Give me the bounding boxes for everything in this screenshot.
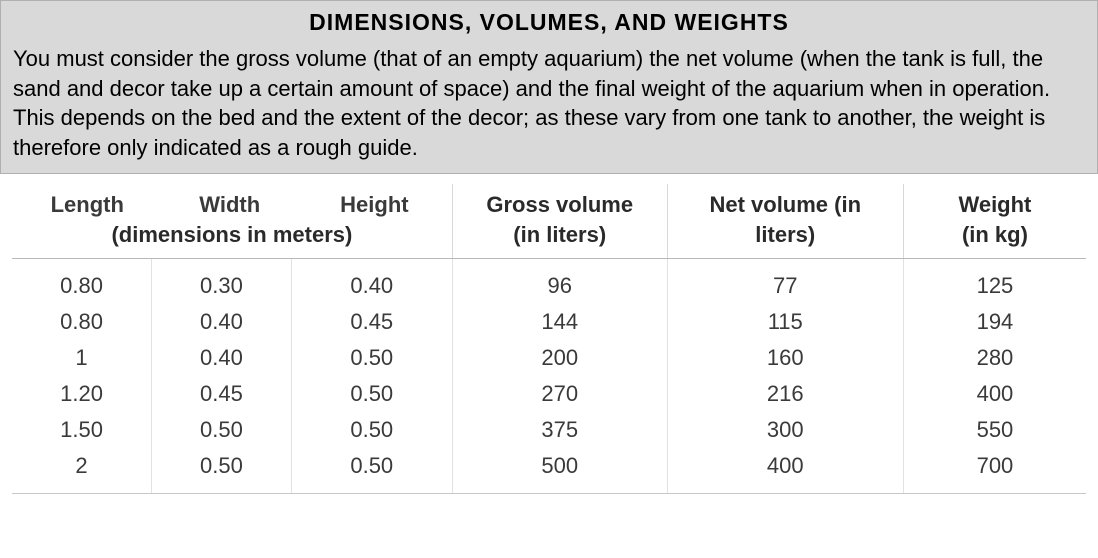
cell-weight: 550 [903, 412, 1086, 448]
table-row: 1 0.40 0.50 200 160 280 [12, 340, 1086, 376]
header-gross: Gross volume (in liters) [452, 184, 667, 259]
dimensions-table: Length Width Height (dimensions in meter… [12, 184, 1086, 494]
header-width: Width [158, 192, 300, 218]
cell-length: 1.20 [12, 376, 152, 412]
cell-length: 0.80 [12, 304, 152, 340]
header-gross-unit: (in liters) [457, 222, 663, 248]
cell-width: 0.40 [152, 304, 292, 340]
cell-width: 0.40 [152, 340, 292, 376]
cell-gross: 144 [452, 304, 667, 340]
cell-net: 400 [667, 448, 903, 494]
cell-net: 115 [667, 304, 903, 340]
cell-width: 0.50 [152, 448, 292, 494]
cell-gross: 270 [452, 376, 667, 412]
table-row: 2 0.50 0.50 500 400 700 [12, 448, 1086, 494]
cell-net: 300 [667, 412, 903, 448]
header-net: Net volume (in liters) [667, 184, 903, 259]
cell-width: 0.45 [152, 376, 292, 412]
table-row: 0.80 0.30 0.40 96 77 125 [12, 258, 1086, 304]
cell-weight: 700 [903, 448, 1086, 494]
header-weight: Weight (in kg) [903, 184, 1086, 259]
cell-height: 0.40 [291, 258, 452, 304]
cell-net: 160 [667, 340, 903, 376]
header-length: Length [16, 192, 158, 218]
header-section: DIMENSIONS, VOLUMES, AND WEIGHTS You mus… [0, 0, 1098, 174]
table-container: Length Width Height (dimensions in meter… [0, 184, 1098, 494]
header-weight-label: Weight [958, 192, 1031, 217]
cell-net: 216 [667, 376, 903, 412]
cell-net: 77 [667, 258, 903, 304]
cell-weight: 400 [903, 376, 1086, 412]
header-dim-unit: (dimensions in meters) [16, 222, 448, 248]
cell-gross: 375 [452, 412, 667, 448]
cell-length: 1 [12, 340, 152, 376]
cell-weight: 194 [903, 304, 1086, 340]
cell-length: 0.80 [12, 258, 152, 304]
cell-gross: 200 [452, 340, 667, 376]
cell-height: 0.45 [291, 304, 452, 340]
document-container: DIMENSIONS, VOLUMES, AND WEIGHTS You mus… [0, 0, 1098, 494]
header-weight-unit: (in kg) [908, 222, 1082, 248]
page-title: DIMENSIONS, VOLUMES, AND WEIGHTS [13, 9, 1085, 36]
cell-weight: 125 [903, 258, 1086, 304]
table-row: 0.80 0.40 0.45 144 115 194 [12, 304, 1086, 340]
cell-length: 2 [12, 448, 152, 494]
cell-height: 0.50 [291, 448, 452, 494]
cell-gross: 96 [452, 258, 667, 304]
table-header: Length Width Height (dimensions in meter… [12, 184, 1086, 259]
cell-height: 0.50 [291, 412, 452, 448]
table-body: 0.80 0.30 0.40 96 77 125 0.80 0.40 0.45 … [12, 258, 1086, 493]
header-net-unit: liters) [672, 222, 899, 248]
header-dimensions-group: Length Width Height (dimensions in meter… [12, 184, 452, 259]
cell-gross: 500 [452, 448, 667, 494]
cell-width: 0.50 [152, 412, 292, 448]
table-row: 1.50 0.50 0.50 375 300 550 [12, 412, 1086, 448]
header-gross-label: Gross volume [486, 192, 633, 217]
cell-height: 0.50 [291, 340, 452, 376]
cell-width: 0.30 [152, 258, 292, 304]
header-net-label: Net volume (in [709, 192, 861, 217]
description-text: You must consider the gross volume (that… [13, 44, 1085, 163]
table-row: 1.20 0.45 0.50 270 216 400 [12, 376, 1086, 412]
cell-length: 1.50 [12, 412, 152, 448]
header-height: Height [301, 192, 448, 218]
cell-weight: 280 [903, 340, 1086, 376]
cell-height: 0.50 [291, 376, 452, 412]
